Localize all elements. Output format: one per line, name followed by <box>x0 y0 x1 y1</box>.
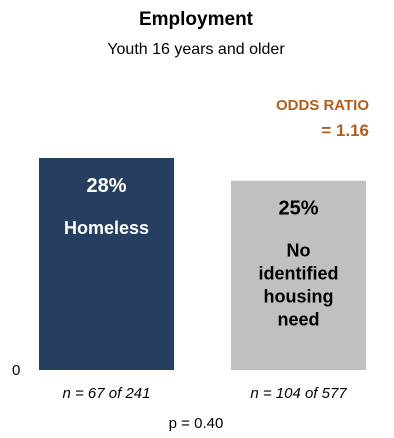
bar-n-label-2: n = 104 of 577 <box>250 385 347 402</box>
bar-n-label-1: n = 67 of 241 <box>63 385 151 402</box>
chart-subtitle: Youth 16 years and older <box>107 41 285 58</box>
y-axis-zero-tick: 0 <box>12 362 20 379</box>
bar-category-label-2-line-2: identified <box>259 264 339 284</box>
bar-value-label-2: 25% <box>278 198 318 220</box>
bar-category-label-2-line-3: housing <box>264 287 334 307</box>
bar-1 <box>39 158 174 370</box>
bar-category-label-2-line-1: No <box>287 241 311 261</box>
bar-category-label-2-line-4: need <box>277 310 319 330</box>
odds-ratio-label: ODDS RATIO <box>276 97 369 114</box>
bar-value-label-1: 28% <box>86 175 126 197</box>
chart-title: Employment <box>139 9 254 30</box>
p-value: p = 0.40 <box>169 415 224 432</box>
odds-ratio-value: = 1.16 <box>321 121 369 140</box>
bar-category-label-1-line-1: Homeless <box>64 218 149 238</box>
bar-2 <box>231 180 366 370</box>
